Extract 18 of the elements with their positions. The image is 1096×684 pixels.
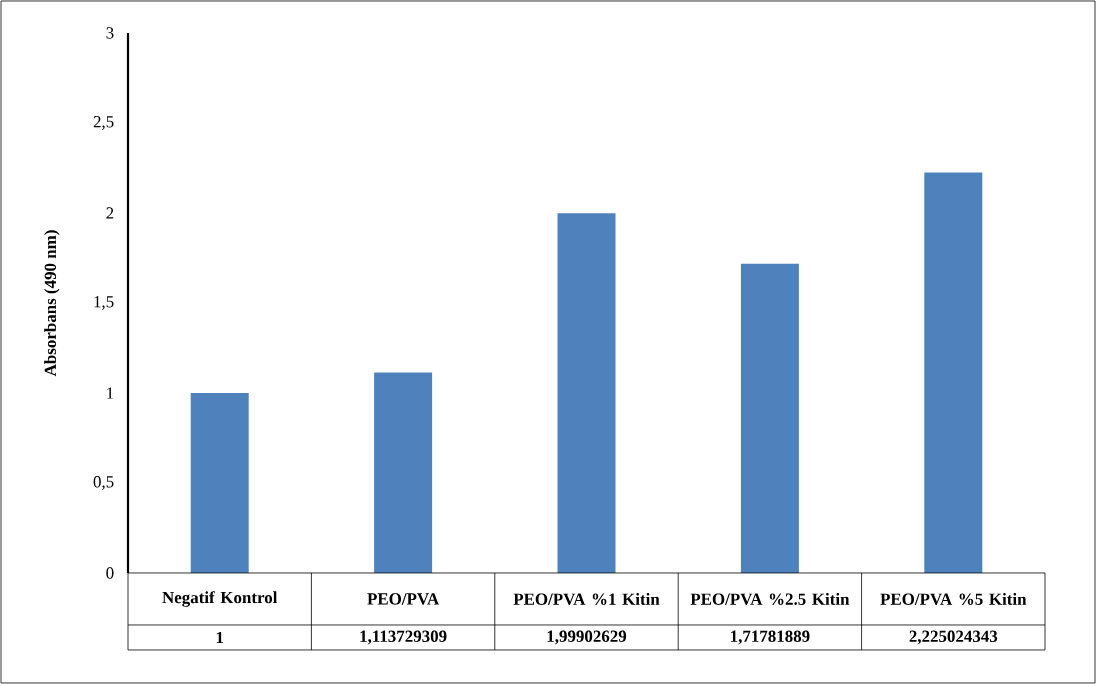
y-tick-label: 0,5 <box>93 476 114 490</box>
y-tick-label: 1 <box>107 387 114 399</box>
data-label: 1,99902629 <box>547 630 627 645</box>
y-tick-label: 2,5 <box>93 116 114 130</box>
y-tick-label: 2 <box>106 207 114 219</box>
x-tick-label: PEO/PVA %5 Kitin <box>880 592 1027 605</box>
x-tick-label: Negatif Kontrol <box>162 591 278 607</box>
data-label: 1 <box>216 631 224 644</box>
y-tick-label: 3 <box>106 27 114 39</box>
y-axis-title: Absorbans (490 nm) <box>44 230 60 377</box>
x-tick-label: PEO/PVA <box>367 593 440 605</box>
data-label: 1,113729309 <box>360 630 447 645</box>
data-label: 2,225024343 <box>909 630 998 645</box>
y-tick-label: 0 <box>106 567 114 579</box>
x-tick-label: PEO/PVA %1 Kitin <box>513 592 660 605</box>
data-label: 1,71781889 <box>731 630 810 645</box>
x-tick-label: PEO/PVA %2.5 Kitin <box>690 592 850 605</box>
y-tick-label: 1,5 <box>94 296 114 310</box>
